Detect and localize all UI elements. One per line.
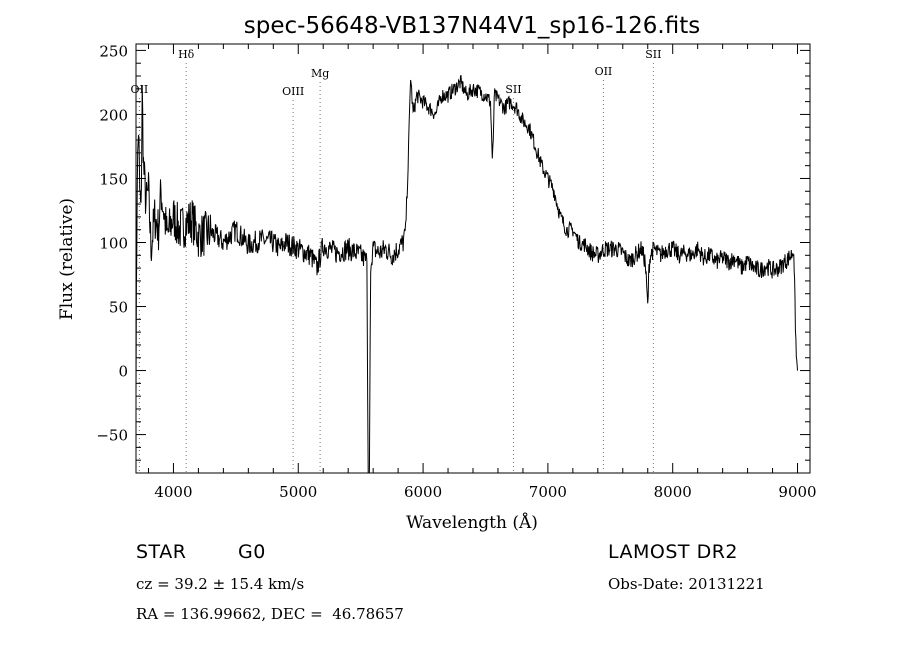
line-marker-label: OII [595,65,613,78]
x-axis-label: Wavelength (Å) [406,512,538,533]
line-marker-label: Hδ [178,48,195,61]
axis-ticks: 4000 5000 6000 7000 8000 9000 −50 0 50 100 150 200 2… [96,42,816,501]
chart-title: spec-56648-VB137N44V1_sp16-126.fits [244,13,700,39]
spectral-subclass: G0 [238,541,266,563]
x-tick-label: 7000 [529,483,567,501]
line-marker-label: SII [505,83,521,96]
y-axis-label: Flux (relative) [57,198,77,320]
line-marker-label: OIII [282,85,304,98]
ra-dec-coordinates: RA = 136.99662, DEC = 46.78657 [136,605,404,623]
x-tick-label: 4000 [154,483,192,501]
line-marker-label: OII [131,83,149,96]
y-tick-label: 100 [99,234,128,252]
spectrum-series-line [135,75,798,474]
y-tick-label: 200 [99,106,128,124]
line-marker-label: Mg [311,67,329,80]
emission-line-markers: OII Hδ OIII Mg SII OII SII [131,48,661,473]
y-tick-label: 50 [109,299,128,317]
x-tick-label: 9000 [778,483,816,501]
y-tick-label: 150 [99,170,128,188]
x-tick-label: 5000 [279,483,317,501]
object-class: STAR [136,541,187,563]
x-tick-label: 8000 [654,483,692,501]
y-tick-label: −50 [96,427,128,445]
survey-name: LAMOST DR2 [608,541,738,563]
line-marker-label: SII [645,48,661,61]
redshift-cz: cz = 39.2 ± 15.4 km/s [136,575,305,593]
y-tick-label: 0 [118,363,128,381]
x-tick-label: 6000 [404,483,442,501]
observation-date: Obs-Date: 20131221 [608,575,765,593]
y-tick-label: 250 [99,42,128,60]
